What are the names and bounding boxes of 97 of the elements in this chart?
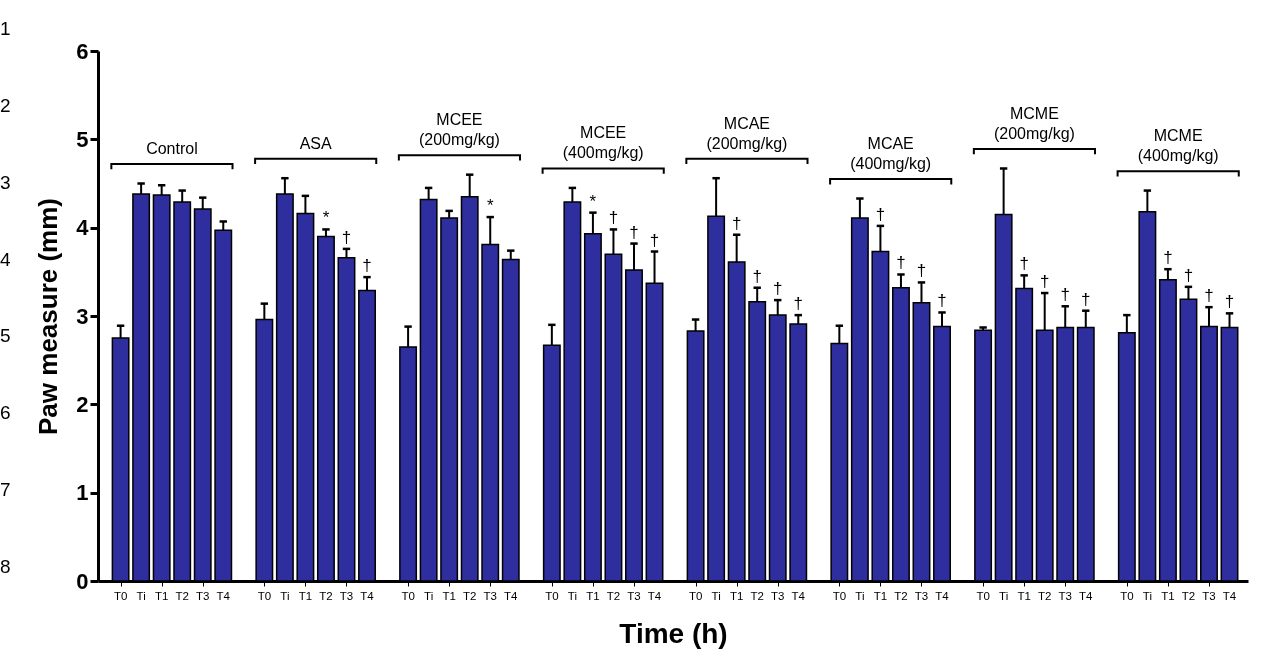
text: T1 <box>729 590 744 602</box>
series-label: Ti <box>136 590 146 602</box>
text: T0 <box>1120 590 1134 602</box>
y-tick-label: 5 <box>76 126 89 152</box>
text: T4 <box>935 590 949 602</box>
x-tick-label: Control <box>146 140 198 158</box>
data-label: † <box>629 222 639 242</box>
series-label: T4 <box>216 590 231 602</box>
text: Ti <box>999 590 1009 602</box>
text: T3 <box>339 590 354 602</box>
text: T2 <box>319 590 333 602</box>
text: 7 <box>0 479 12 502</box>
text: T4 <box>360 590 374 602</box>
text: T1 <box>298 590 313 602</box>
text: T1 <box>586 590 600 602</box>
y-tick-label: 2 <box>76 391 89 417</box>
category-label: MCAE (200mg/kg) <box>706 114 788 152</box>
text: T2 <box>606 590 621 602</box>
text: T3 <box>483 590 497 602</box>
text: Ti <box>711 590 721 602</box>
text: T1 <box>873 590 888 602</box>
text: T1 <box>442 590 456 602</box>
data-label: † <box>752 266 762 286</box>
data-label: † <box>773 279 783 299</box>
data-label: † <box>1081 289 1091 309</box>
series-label: T2 <box>175 590 189 602</box>
data-label: † <box>937 291 947 311</box>
text: 6 <box>0 402 12 425</box>
text: T0 <box>688 590 703 602</box>
text: T3 <box>771 590 785 602</box>
legend-label: T3 <box>196 590 210 602</box>
text: T4 <box>1079 590 1093 602</box>
data-label: † <box>608 208 619 228</box>
text: T0 <box>976 590 990 602</box>
category-label: MCME (400mg/kg) <box>1137 127 1219 165</box>
y-tick-label: 1 <box>76 480 89 506</box>
data-label: † <box>341 227 352 247</box>
text: 8 <box>0 555 12 578</box>
category-label: MCEE (200mg/kg) <box>418 111 500 149</box>
legend-label: T0 <box>113 590 128 602</box>
text: Ti <box>855 590 865 602</box>
data-label: * <box>486 196 494 216</box>
text: T0 <box>401 590 415 602</box>
category-label: MCEE (400mg/kg) <box>562 124 644 162</box>
text: 3 <box>0 171 12 194</box>
x-axis-title: Time (h) <box>619 618 728 649</box>
text: 1 <box>0 18 12 40</box>
text: 5 <box>0 325 12 348</box>
text: T3 <box>1202 590 1216 602</box>
y-tick-label: 0 <box>76 568 89 594</box>
x-tick-label: ASA <box>299 134 333 152</box>
data-label: † <box>1224 292 1235 312</box>
data-label: † <box>731 213 742 233</box>
data-label: * <box>589 191 597 211</box>
y-axis-title: Paw measure (mm) <box>33 198 64 435</box>
text: T2 <box>1037 590 1052 602</box>
text: Ti <box>280 590 290 602</box>
data-label: † <box>1039 272 1050 292</box>
data-label: † <box>1183 265 1194 285</box>
text: 2 <box>0 94 12 117</box>
text: T4 <box>791 590 805 602</box>
data-label: † <box>362 256 372 276</box>
text: T2 <box>462 590 477 602</box>
data-label: † <box>1019 254 1029 274</box>
legend-label: T1 <box>154 590 169 602</box>
data-label: † <box>793 294 803 314</box>
data-label: † <box>896 253 906 273</box>
text: 4 <box>0 248 12 271</box>
category-label: MCME (200mg/kg) <box>993 105 1075 143</box>
text: T4 <box>647 590 662 602</box>
text: T1 <box>1017 590 1031 602</box>
text: T2 <box>1181 590 1196 602</box>
text: T3 <box>1058 590 1072 602</box>
text: Ti <box>424 590 434 602</box>
text: T2 <box>894 590 908 602</box>
data-label: † <box>916 261 927 281</box>
text: T3 <box>627 590 641 602</box>
data-label: † <box>1060 285 1070 305</box>
data-label: † <box>1204 286 1214 306</box>
category-label: MCAE (400mg/kg) <box>850 135 932 173</box>
text: Ti <box>1142 590 1152 602</box>
text: Ti <box>567 590 577 602</box>
data-label: † <box>875 204 886 224</box>
text: T1 <box>1161 590 1175 602</box>
data-label: * <box>322 208 330 228</box>
text: T0 <box>832 590 847 602</box>
y-tick-label: 3 <box>76 303 89 329</box>
text: T0 <box>545 590 559 602</box>
data-label: † <box>649 230 660 250</box>
text: T2 <box>750 590 764 602</box>
text: T4 <box>504 590 518 602</box>
y-tick-label: 4 <box>76 215 90 241</box>
y-tick-label: 6 <box>76 38 89 64</box>
text: T0 <box>257 590 272 602</box>
data-label: † <box>1163 248 1173 268</box>
text: T4 <box>1222 590 1237 602</box>
text: T3 <box>914 590 929 602</box>
